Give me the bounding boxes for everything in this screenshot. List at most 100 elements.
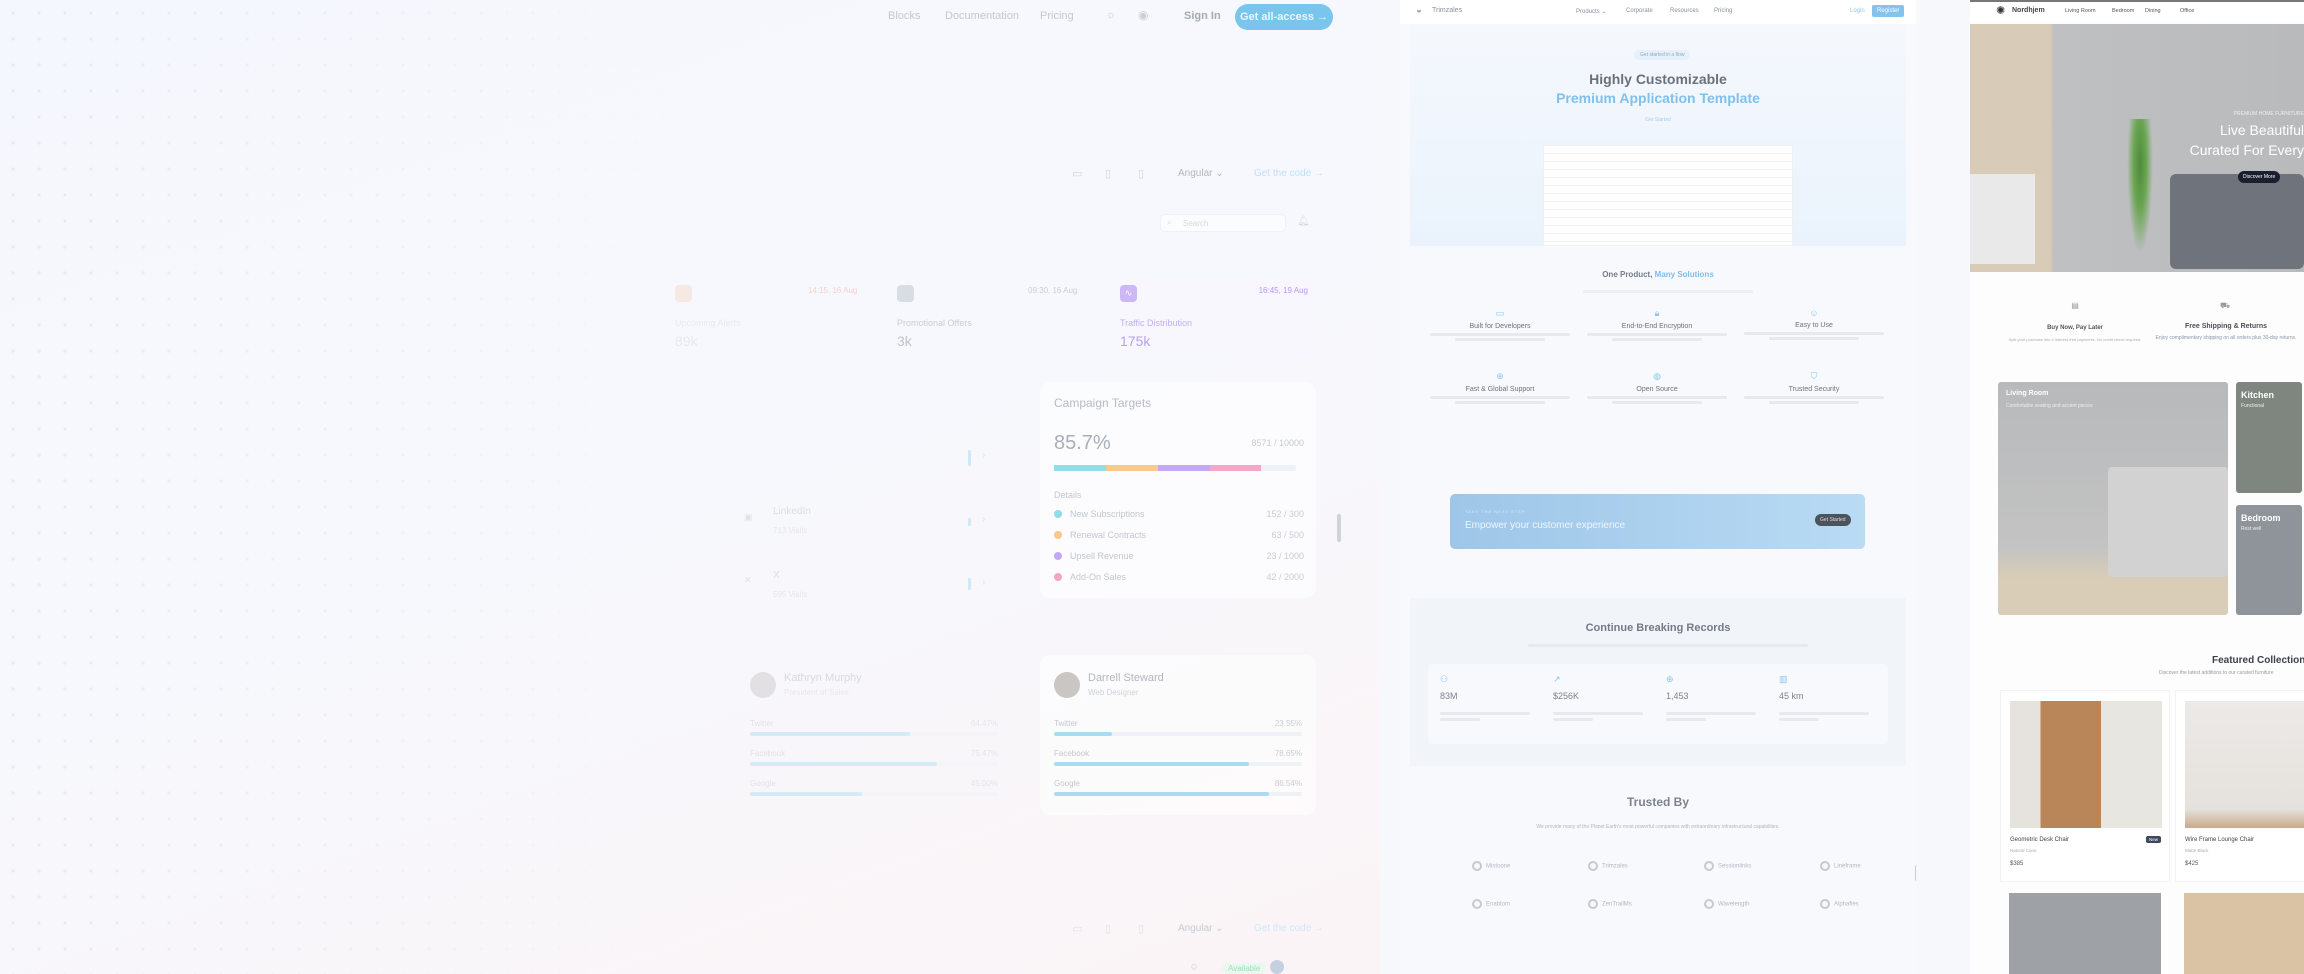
- record-text-line: [1666, 712, 1756, 715]
- cta-get-started-button[interactable]: Get Started: [1815, 514, 1851, 526]
- logo-icon: [1704, 861, 1714, 871]
- globe-icon: ⊕: [1666, 674, 1674, 684]
- category-text: Comfortable seating and accent pieces: [2006, 403, 2093, 409]
- nav-products[interactable]: Products ⌄: [1576, 9, 1607, 15]
- product-image[interactable]: [2184, 893, 2304, 974]
- feature-text-line: [1612, 401, 1702, 404]
- logo-icon: [1472, 899, 1482, 909]
- desktop-view-icon[interactable]: ▭: [1072, 923, 1083, 935]
- nav-office[interactable]: Office: [2180, 8, 2195, 14]
- brand-name[interactable]: Nordhjem: [2012, 7, 2045, 14]
- nav-pricing[interactable]: Pricing: [1040, 10, 1074, 22]
- trusted-title: Trusted By: [1626, 795, 1689, 809]
- get-code-link[interactable]: Get the code →: [1254, 923, 1325, 934]
- search-input[interactable]: ⌕ Search: [1160, 214, 1286, 232]
- stat-time: 14:15, 16 Aug: [808, 286, 858, 295]
- logo-name: ZenTrailMs: [1602, 901, 1632, 908]
- product-price: $425: [2185, 861, 2199, 867]
- feature-title: End-to-End Encryption: [1621, 323, 1693, 330]
- nav-dining[interactable]: Dining: [2145, 8, 2161, 14]
- nav-bedroom[interactable]: Bedroom: [2112, 8, 2135, 14]
- discover-more-button[interactable]: Discover More: [2238, 171, 2281, 183]
- chevron-right-icon[interactable]: ›: [982, 514, 986, 525]
- mobile-view-icon[interactable]: ▯: [1138, 923, 1145, 935]
- metric-bar: [750, 792, 998, 796]
- metric-value: 75.47%: [970, 749, 998, 758]
- metric-bar: [1054, 762, 1302, 766]
- scrollbar-thumb[interactable]: [1337, 514, 1341, 542]
- get-all-access-button[interactable]: Get all-access →: [1235, 4, 1333, 30]
- social-name: LinkedIn: [773, 506, 811, 517]
- product-name: Wire Frame Lounge Chair: [2185, 837, 2255, 843]
- settings-icon[interactable]: ⚙: [1190, 962, 1199, 972]
- scrollbar-thumb[interactable]: [1915, 865, 1916, 881]
- chevron-right-icon[interactable]: ›: [982, 577, 986, 588]
- record-text-line: [1779, 712, 1869, 715]
- perk-title: Free Shipping & Returns: [2184, 323, 2268, 330]
- campaign-segment: [1157, 465, 1210, 471]
- record-value: $256K: [1553, 691, 1580, 701]
- avatar[interactable]: [1270, 960, 1284, 974]
- mobile-view-icon[interactable]: ▯: [1138, 168, 1145, 180]
- framework-select[interactable]: Angular ⌄: [1178, 923, 1224, 934]
- product-card[interactable]: Geometric Desk Chair Natural Cane $385 New: [2000, 690, 2170, 882]
- product-card[interactable]: Wire Frame Lounge Chair Matte Black $425: [2175, 690, 2304, 882]
- metric-bar: [1054, 792, 1302, 796]
- company-logo: Sessionlinks: [1704, 861, 1751, 871]
- login-link[interactable]: Login: [1850, 8, 1865, 14]
- category-title: Bedroom: [2241, 513, 2281, 523]
- category-card-living-room[interactable]: Living Room Comfortable seating and acce…: [1998, 382, 2228, 615]
- product-variant: Matte Black: [2185, 848, 2209, 853]
- feature-text-line: [1455, 401, 1545, 404]
- nav-corporate[interactable]: Corporate: [1626, 8, 1653, 14]
- brand-name[interactable]: Trimzales: [1432, 7, 1463, 14]
- category-card-kitchen[interactable]: Kitchen Functional: [2236, 382, 2302, 493]
- sparkbar: [968, 578, 971, 590]
- company-logo: Wavelength: [1704, 899, 1749, 909]
- logo-name: Lineframe: [1834, 863, 1861, 870]
- monitor-icon: ▭: [1495, 308, 1505, 318]
- activity-icon: ∿: [1120, 285, 1137, 302]
- nav-blocks[interactable]: Blocks: [888, 10, 921, 22]
- product-image[interactable]: [2009, 893, 2161, 974]
- register-button[interactable]: Register: [1872, 5, 1905, 17]
- nav-pricing[interactable]: Pricing: [1714, 8, 1733, 14]
- alert-icon: [675, 285, 692, 302]
- metric-label: Twitter: [1054, 719, 1078, 728]
- hero-title: Curated For Every: [2189, 142, 2304, 158]
- nav-resources[interactable]: Resources: [1670, 8, 1699, 14]
- nav-documentation[interactable]: Documentation: [945, 10, 1019, 22]
- tablet-view-icon[interactable]: ▯: [1105, 923, 1112, 935]
- metric-value: 23.55%: [1274, 719, 1302, 728]
- chevron-right-icon[interactable]: ›: [982, 450, 986, 461]
- bell-icon[interactable]: ◌: [1166, 962, 1172, 972]
- metric-label: Twitter: [750, 719, 774, 728]
- stat-card-traffic[interactable]: ∿ 16:45, 19 Aug Traffic Distribution 175…: [1112, 276, 1316, 358]
- product-image: [2010, 701, 2162, 828]
- tablet-view-icon[interactable]: ▯: [1105, 168, 1112, 180]
- bell-icon[interactable]: 🔔︎: [1297, 216, 1310, 227]
- metric-bar-fill: [750, 792, 862, 796]
- github-icon[interactable]: ◉: [1138, 8, 1149, 22]
- legend-dot: [1054, 531, 1062, 539]
- feature-text-line: [1612, 338, 1702, 341]
- company-logo: Alphafies: [1820, 899, 1859, 909]
- theme-sun-icon[interactable]: ☼: [1106, 9, 1117, 21]
- desktop-view-icon[interactable]: ▭: [1072, 168, 1083, 180]
- category-card-bedroom[interactable]: Bedroom Rest well: [2236, 505, 2302, 615]
- metric-bar: [1054, 732, 1302, 736]
- nav-living-room[interactable]: Living Room: [2065, 8, 2096, 14]
- sign-in-link[interactable]: Sign In: [1184, 10, 1221, 22]
- legend-dot: [1054, 573, 1062, 581]
- framework-select[interactable]: Angular ⌄: [1178, 168, 1224, 179]
- record-value: 83M: [1440, 691, 1458, 701]
- cta-text: Empower your customer experience: [1465, 520, 1626, 531]
- get-code-link[interactable]: Get the code →: [1254, 168, 1325, 179]
- get-started-link[interactable]: Get Started: [1645, 117, 1671, 123]
- metric-label: Facebook: [750, 749, 786, 758]
- metric-value: 86.54%: [1274, 779, 1302, 788]
- solutions-subtitle-line: [1583, 290, 1753, 293]
- metric-bar-fill: [750, 732, 910, 736]
- solutions-title: One Product, Many Solutions: [1400, 270, 1916, 279]
- details-label: Details: [1054, 490, 1082, 500]
